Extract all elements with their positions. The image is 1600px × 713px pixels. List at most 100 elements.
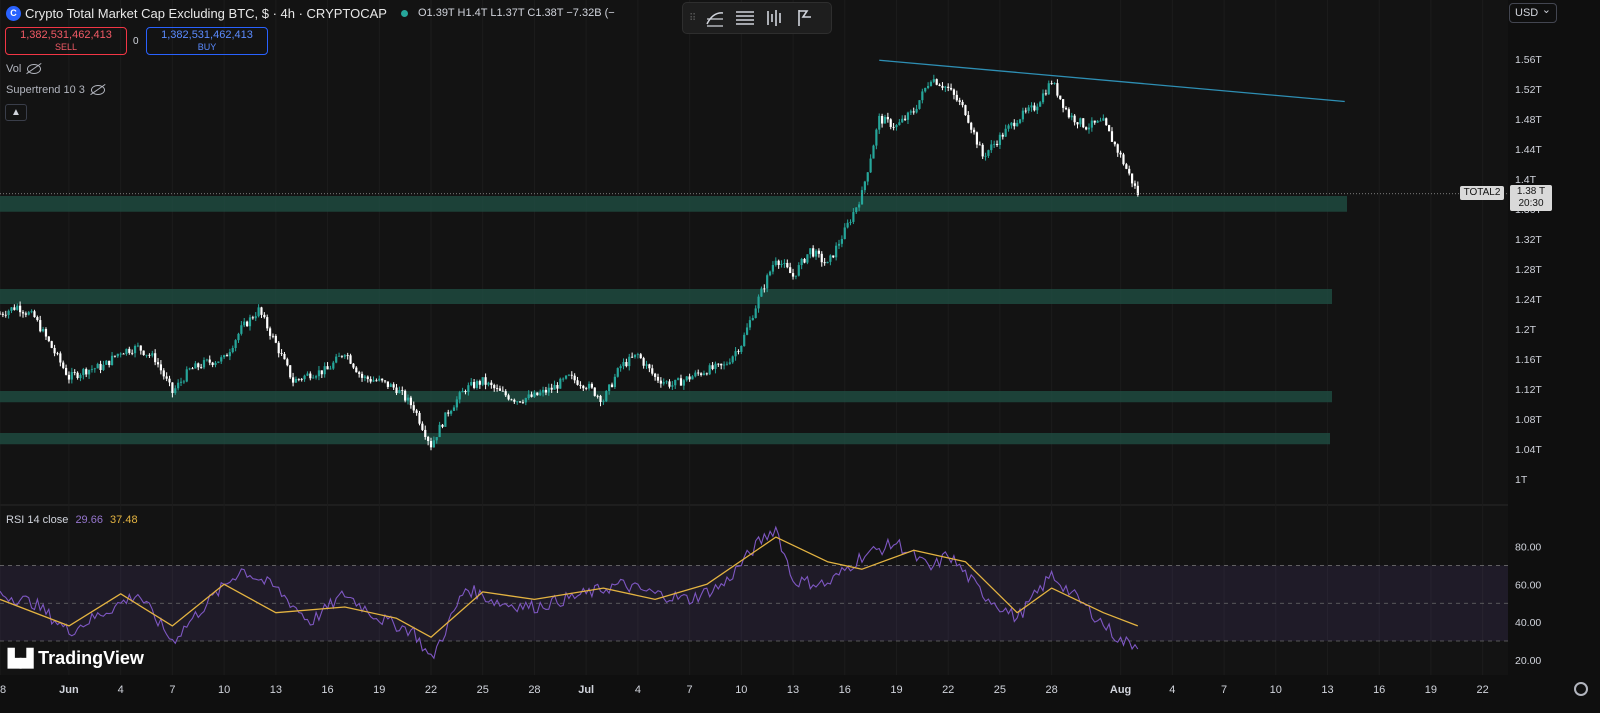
candle-body — [277, 342, 280, 354]
candle-body — [817, 250, 820, 254]
rsi-title: RSI 14 close — [6, 514, 69, 526]
candle-body — [191, 368, 194, 370]
time-tick-label: 10 — [1270, 684, 1282, 696]
candle-body — [205, 359, 208, 361]
rsi-tick-label: 40.00 — [1515, 617, 1541, 629]
candle-body — [481, 377, 484, 385]
candle-body — [737, 351, 740, 352]
rsi-ma-line — [0, 536, 1139, 638]
candle-body — [990, 144, 993, 151]
candle-body — [392, 384, 395, 388]
candle-body — [1076, 122, 1079, 125]
candle-body — [677, 378, 680, 380]
candle-body — [452, 407, 456, 411]
candle-body — [553, 385, 556, 390]
candle-body — [119, 353, 122, 355]
pitchfork-icon[interactable] — [794, 7, 816, 29]
candle-body — [340, 355, 344, 357]
ohlc-readout: O1.39T H1.4T L1.37T C1.38T −7.32B (− — [417, 7, 615, 19]
time-tick-label: 22 — [1477, 684, 1489, 696]
candle-body — [450, 410, 453, 414]
time-tick-label: 16 — [1373, 684, 1385, 696]
candle-body — [383, 380, 387, 382]
rsi-value: 29.66 — [75, 514, 103, 526]
price-tick-label: 1.24T — [1515, 294, 1542, 306]
candle-body — [165, 376, 168, 379]
candle-body — [602, 401, 605, 403]
drag-handle-icon[interactable]: ⠿ — [689, 12, 697, 24]
candle-body — [593, 387, 596, 396]
candle-body — [495, 388, 499, 389]
candle-body — [849, 221, 852, 223]
supertrend-label: Supertrend 10 3 — [6, 84, 85, 96]
candle-body — [507, 395, 510, 400]
vol-indicator[interactable]: Vol — [6, 63, 42, 75]
trend-line-icon[interactable] — [704, 7, 726, 29]
candle-body — [475, 381, 479, 388]
candle-body — [984, 155, 987, 157]
candle-body — [260, 307, 263, 315]
chevron-up-icon[interactable]: ▲ — [5, 104, 27, 121]
long-short-icon[interactable] — [764, 7, 786, 29]
fib-retracement-icon[interactable] — [734, 7, 756, 29]
gear-icon[interactable] — [1574, 682, 1588, 696]
candle-body — [346, 355, 349, 357]
candle-body — [274, 335, 277, 343]
candle-body — [85, 369, 88, 375]
candle-body — [886, 116, 889, 120]
candle-body — [223, 355, 226, 358]
candle-body — [766, 275, 769, 289]
candle-body — [381, 378, 384, 381]
candle-body — [547, 387, 550, 393]
rsi-pane[interactable] — [0, 505, 1508, 675]
supertrend-indicator[interactable]: Supertrend 10 3 — [6, 84, 105, 96]
candle-body — [610, 384, 614, 388]
candle-body — [981, 144, 984, 157]
candle-body — [369, 379, 372, 382]
buy-button[interactable]: 1,382,531,462,413 BUY — [146, 27, 268, 55]
candle-body — [832, 255, 835, 258]
candle-body — [705, 373, 708, 375]
candle-body — [67, 374, 71, 380]
sell-button[interactable]: 1,382,531,462,413 SELL — [5, 27, 127, 55]
candle-body — [527, 394, 530, 399]
candle-body — [970, 122, 973, 130]
hidden-eye-icon[interactable] — [90, 85, 105, 95]
candle-body — [159, 364, 163, 371]
hidden-eye-icon[interactable] — [27, 64, 42, 74]
time-tick-label: 7 — [1221, 684, 1227, 696]
rsi-legend[interactable]: RSI 14 close 29.66 37.48 — [6, 514, 138, 526]
candle-body — [941, 85, 944, 88]
tradingview-logo[interactable]: ▙▟ TradingView — [8, 648, 144, 669]
candle-body — [648, 364, 651, 369]
candle-body — [332, 362, 335, 369]
candle-body — [432, 440, 435, 448]
candle-body — [306, 373, 309, 376]
candle-body — [702, 373, 706, 375]
candle-body — [1053, 83, 1056, 84]
time-tick-label: 7 — [169, 684, 175, 696]
candle-body — [725, 363, 729, 365]
currency-select[interactable]: USD — [1509, 1, 1557, 23]
candle-body — [711, 365, 714, 369]
candle-body — [964, 105, 967, 116]
time-tick-label: 28 — [1046, 684, 1058, 696]
candle-body — [539, 392, 542, 396]
candle-body — [823, 262, 826, 264]
time-tick-label: 19 — [890, 684, 902, 696]
rsi-line — [0, 525, 1139, 660]
candle-body — [921, 91, 924, 101]
candle-body — [194, 363, 197, 369]
symbol-title[interactable]: Crypto Total Market Cap Excluding BTC, $… — [25, 5, 387, 21]
candle-body — [441, 424, 444, 427]
price-pane[interactable] — [0, 0, 1508, 505]
tradingview-mark-icon: ▙▟ — [8, 648, 33, 668]
candle-body — [1128, 168, 1131, 174]
brand-text: TradingView — [38, 648, 144, 668]
candle-body — [791, 273, 795, 277]
time-tick-label: 10 — [735, 684, 747, 696]
candle-body — [826, 261, 829, 264]
candle-body — [978, 144, 981, 146]
candle-body — [30, 311, 33, 313]
